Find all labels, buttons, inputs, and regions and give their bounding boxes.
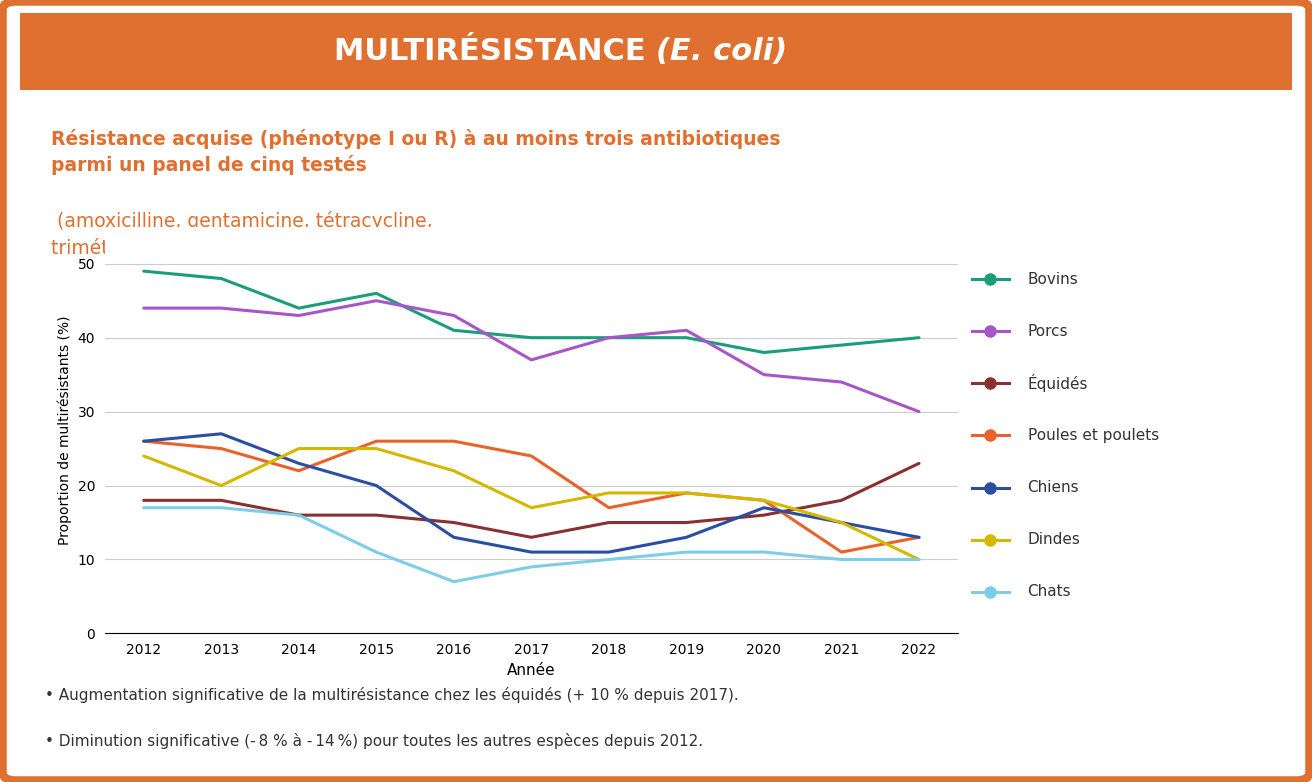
Text: • Diminution significative (- 8 % à - 14 %) pour toutes les autres espèces depui: • Diminution significative (- 8 % à - 14…	[45, 734, 703, 749]
Text: (amoxicilline, gentamicine, tétracycline,
triméthoprime-sulfamides, acide nalidi: (amoxicilline, gentamicine, tétracycline…	[51, 211, 474, 258]
Text: Dindes: Dindes	[1027, 533, 1081, 547]
Text: Bovins: Bovins	[1027, 271, 1078, 286]
X-axis label: Année: Année	[506, 662, 556, 678]
Text: Porcs: Porcs	[1027, 324, 1068, 339]
Text: • Augmentation significative de la multirésistance chez les équidés (+ 10 % depu: • Augmentation significative de la multi…	[45, 687, 739, 703]
FancyBboxPatch shape	[0, 12, 1312, 91]
Text: (E. coli): (E. coli)	[656, 37, 787, 66]
Text: Résistance acquise (phénotype I ou R) à au moins trois antibiotiques
parmi un pa: Résistance acquise (phénotype I ou R) à …	[51, 129, 781, 175]
Text: Chats: Chats	[1027, 584, 1071, 600]
Text: Poules et poulets: Poules et poulets	[1027, 428, 1158, 443]
Text: Équidés: Équidés	[1027, 375, 1088, 393]
Text: Chiens: Chiens	[1027, 480, 1080, 495]
Y-axis label: Proportion de multirésistants (%): Proportion de multirésistants (%)	[58, 315, 72, 545]
Text: MULTIRÉSISTANCE: MULTIRÉSISTANCE	[333, 37, 656, 66]
